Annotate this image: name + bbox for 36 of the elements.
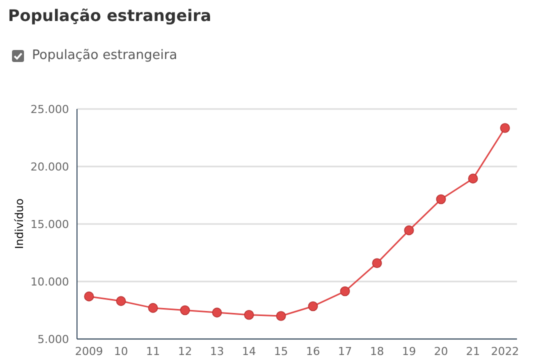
- point: [180, 305, 190, 316]
- point: [116, 296, 126, 306]
- point: [372, 258, 382, 268]
- point: [84, 292, 94, 302]
- x-tick-label: 2009: [75, 344, 103, 358]
- point: [404, 225, 414, 236]
- x-tick-label: 2022: [491, 344, 519, 358]
- x-tick-label: 17: [338, 344, 352, 358]
- text: População estrangeira: [32, 48, 178, 63]
- y-tick-label: 15.000: [30, 218, 69, 231]
- x-tick-label: 19: [402, 344, 416, 358]
- point: [500, 123, 510, 133]
- x-tick-label: 18: [370, 344, 384, 358]
- point: [468, 174, 478, 184]
- y-tick-label: 5.000: [38, 332, 69, 346]
- point: [340, 286, 350, 296]
- x-tick-label: 10: [114, 344, 128, 358]
- point: [212, 308, 222, 318]
- point: [436, 194, 446, 204]
- x-tick-label: 13: [210, 344, 224, 358]
- x-tick-label: 15: [274, 344, 288, 358]
- x-tick-label: 21: [466, 344, 480, 358]
- x-tick-label: 11: [146, 344, 160, 358]
- point: [276, 311, 286, 321]
- point: [244, 310, 254, 320]
- y-axis-title: Indivíduo: [12, 198, 26, 249]
- chart-title: População estrangeira: [8, 6, 212, 25]
- y-tick-label: 20.000: [30, 160, 69, 174]
- point: [308, 301, 318, 312]
- x-tick-label: 16: [306, 344, 320, 358]
- x-tick-label: 14: [242, 344, 256, 358]
- y-tick-label: 10.000: [30, 275, 69, 288]
- y-tick-label: 25.000: [30, 102, 69, 116]
- x-tick-label: 20: [434, 344, 448, 358]
- point: [148, 303, 158, 313]
- x-tick-label: 12: [178, 344, 192, 358]
